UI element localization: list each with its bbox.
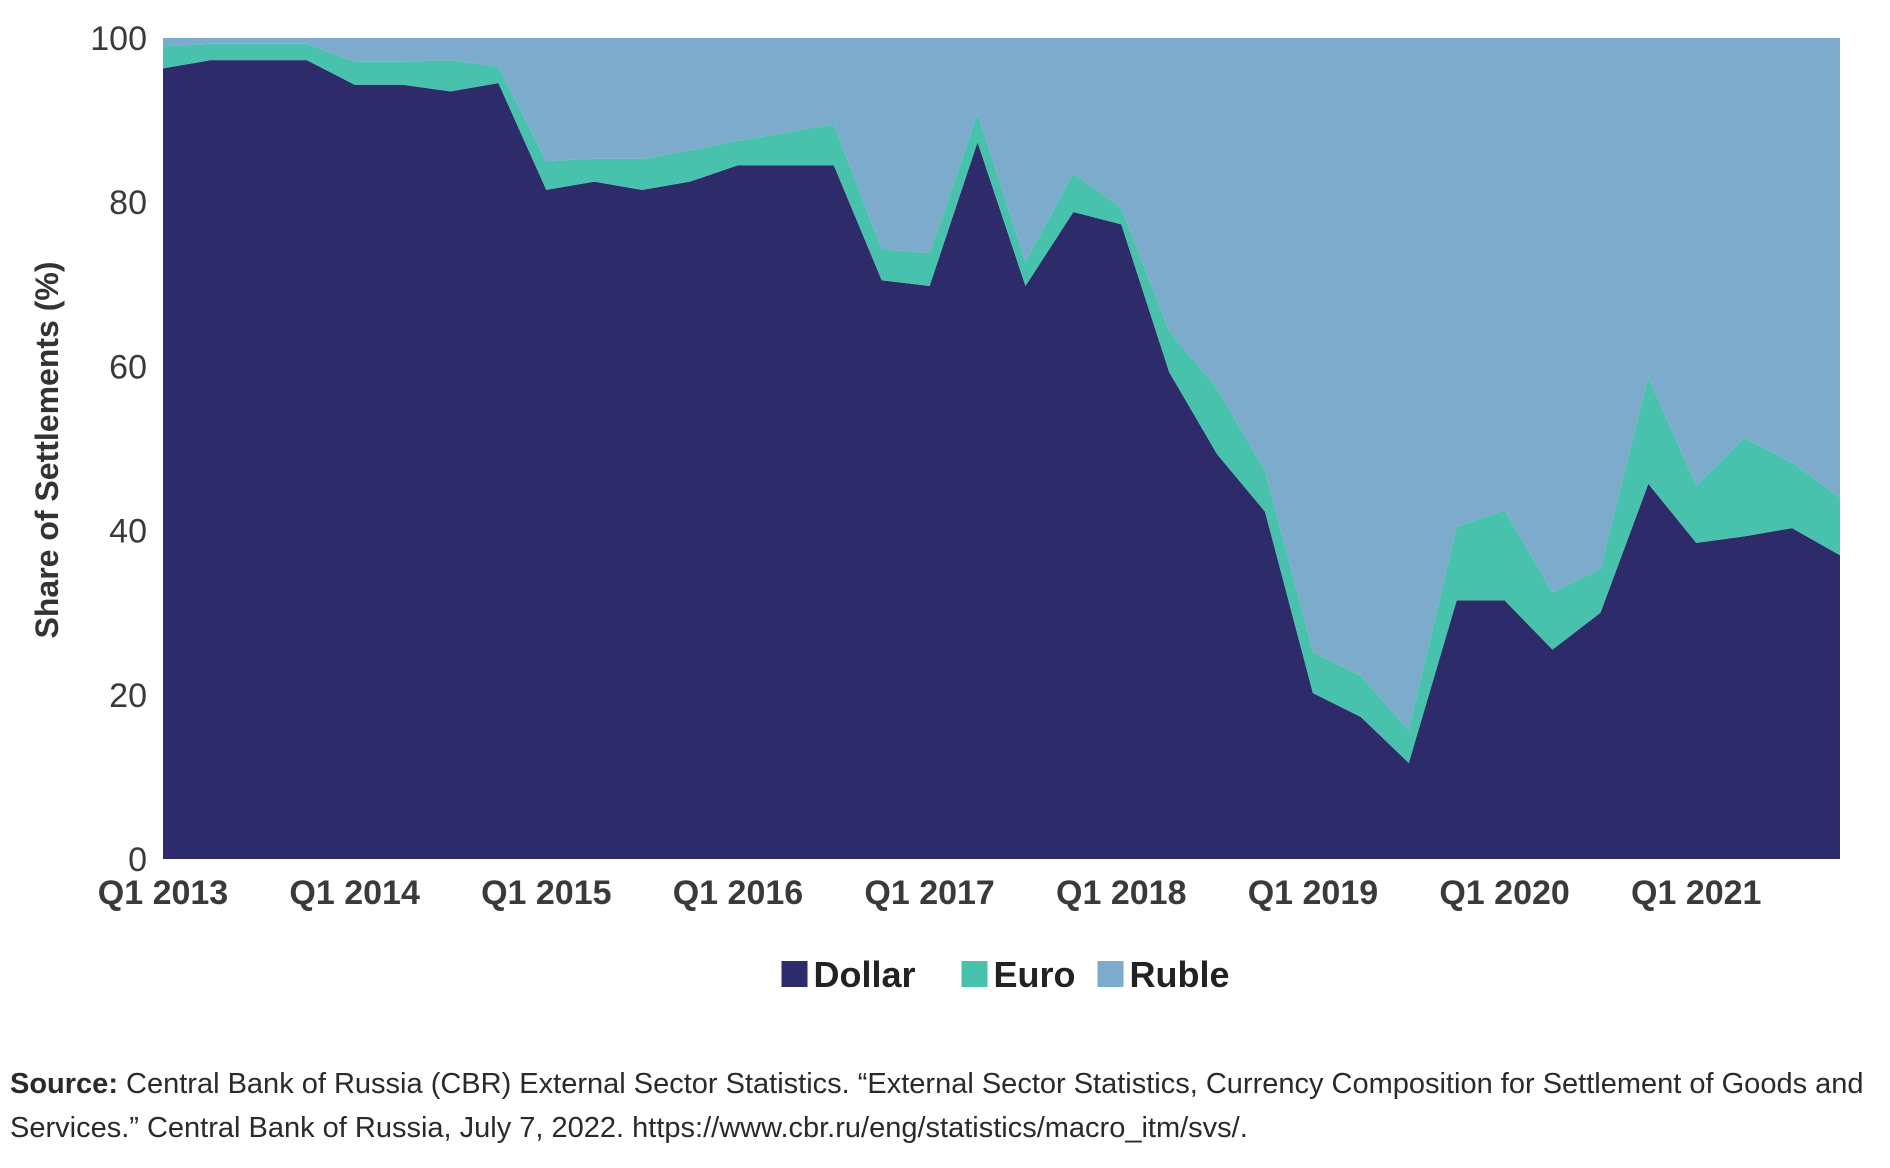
x-tick-label: Q1 2019 [1248,874,1378,912]
legend-label-ruble: Ruble [1130,954,1230,995]
y-tick-label: 100 [90,20,147,58]
legend: Dollar Euro Ruble [781,954,1230,995]
x-tick-label: Q1 2015 [481,874,611,912]
y-tick-label: 20 [109,677,147,715]
y-axis-label: Share of Settlements (%) [29,262,65,639]
x-tick-label: Q1 2018 [1056,874,1186,912]
legend-label-dollar: Dollar [814,954,916,995]
x-tick-label: Q1 2021 [1631,874,1761,912]
area-ruble [163,38,1840,731]
area-dollar [163,60,1840,860]
x-tick-label: Q1 2020 [1439,874,1569,912]
y-tick-label: 0 [128,841,147,879]
x-axis-ticks: Q1 2013 Q1 2014 Q1 2015 Q1 2016 Q1 2017 Q1 20… [98,874,1762,912]
source-text: Central Bank of Russia (CBR) External Se… [10,1068,1864,1144]
area-series-group [163,38,1840,860]
legend-swatch-dollar [781,961,808,987]
source-note: Source: Central Bank of Russia (CBR) Ext… [10,1062,1880,1150]
y-tick-label: 60 [109,348,147,386]
source-label: Source: [10,1068,118,1100]
legend-swatch-ruble [1097,961,1124,987]
legend-swatch-euro [961,961,988,987]
legend-label-euro: Euro [994,954,1076,995]
y-tick-label: 40 [109,513,147,551]
area-euro [163,43,1840,763]
x-tick-label: Q1 2014 [289,874,420,912]
y-tick-label: 80 [109,184,147,222]
x-tick-label: Q1 2013 [98,874,228,912]
x-tick-label: Q1 2017 [864,874,994,912]
x-tick-label: Q1 2016 [673,874,803,912]
y-axis-ticks: 0 20 40 60 80 100 [90,20,147,879]
